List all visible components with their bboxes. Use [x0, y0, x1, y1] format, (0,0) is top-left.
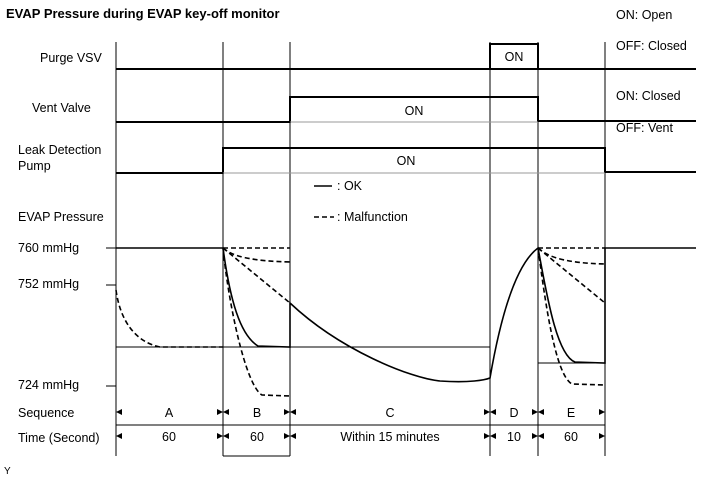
purge-off-legend: OFF: Closed	[616, 39, 687, 53]
footer-mark: Y	[4, 466, 11, 477]
pressure-752-label: 752 mmHg	[18, 277, 79, 291]
pump-signal	[116, 147, 696, 174]
vent-off-legend: OFF: Vent	[616, 121, 673, 135]
sequence-b: B	[253, 406, 261, 420]
pump-label-line2: Pump	[18, 159, 51, 173]
mal-curve-e-linear	[537, 247, 606, 304]
sequence-arrows	[116, 409, 605, 415]
purge-vsv-label: Purge VSV	[40, 51, 103, 65]
mal-curve-b-small	[222, 247, 291, 263]
ok-legend-text: : OK	[337, 179, 363, 193]
time-d: 10	[507, 430, 521, 444]
mal-curve-b-linear	[222, 247, 291, 304]
vent-valve-label: Vent Valve	[32, 101, 91, 115]
time-arrows	[116, 433, 605, 439]
vent-valve-on-text: ON	[405, 104, 424, 118]
sequence-c: C	[385, 406, 394, 420]
time-c: Within 15 minutes	[340, 430, 439, 444]
pressure-760-label: 760 mmHg	[18, 241, 79, 255]
malfunction-legend-text: : Malfunction	[337, 210, 408, 224]
purge-vsv-on-text: ON	[505, 50, 524, 64]
vent-on-legend: ON: Closed	[616, 89, 681, 103]
diagram-title: EVAP Pressure during EVAP key-off monito…	[6, 6, 280, 21]
mal-curve-e-deep	[537, 247, 606, 386]
time-a: 60	[162, 430, 176, 444]
evap-pressure-ok-curve	[116, 246, 696, 383]
sequence-e: E	[567, 406, 575, 420]
mal-curve-b-deep	[222, 247, 291, 397]
time-b: 60	[250, 430, 264, 444]
purge-vsv-on-pulse	[489, 43, 539, 70]
pressure-724-label: 724 mmHg	[18, 378, 79, 392]
time-label: Time (Second)	[18, 431, 100, 445]
pump-label-line1: Leak Detection	[18, 143, 101, 157]
evap-pressure-label: EVAP Pressure	[18, 210, 104, 224]
time-e: 60	[564, 430, 578, 444]
mal-curve-a	[115, 289, 223, 348]
sequence-label: Sequence	[18, 406, 74, 420]
sequence-a: A	[165, 406, 174, 420]
vent-valve-signal	[116, 96, 696, 123]
sequence-d: D	[509, 406, 518, 420]
purge-on-legend: ON: Open	[616, 8, 672, 22]
pump-on-text: ON	[397, 154, 416, 168]
